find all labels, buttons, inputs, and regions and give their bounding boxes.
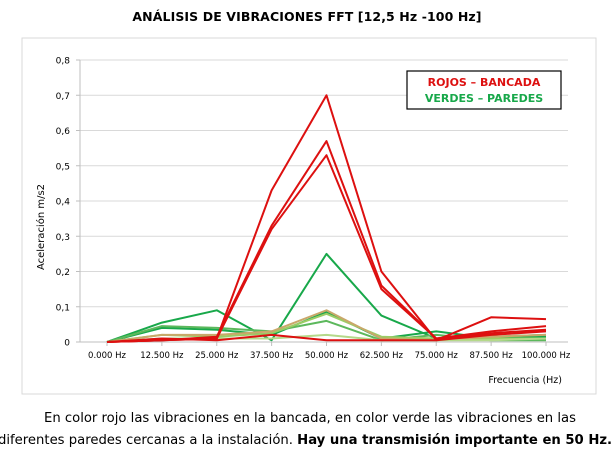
legend: ROJOS – BANCADA VERDES – PAREDES	[406, 70, 562, 110]
x-axis-label: Frecuencia (Hz)	[488, 375, 562, 386]
x-tick-label: 12.500 Hz	[140, 351, 184, 361]
y-tick-label: 0,7	[56, 92, 70, 102]
axes: 0 0,1 0,2 0,3 0,4 0,5 0,6 0,7 0,8 0.000 Hz 12.500 …	[56, 57, 571, 362]
caption-line-2-bold: Hay una transmisión importante en 50 Hz.	[297, 433, 613, 448]
caption-line-2: diferentes paredes cercanas a la instala…	[0, 430, 614, 452]
caption-line-1: En color rojo las vibraciones en la banc…	[44, 411, 576, 426]
y-tick-label: 0,3	[56, 233, 70, 243]
y-axis-label: Aceleración m/s2	[35, 184, 47, 270]
x-tick-label: 75.000 Hz	[415, 351, 459, 361]
legend-box	[406, 70, 562, 110]
y-tick-label: 0,6	[56, 127, 71, 137]
legend-entry-green: VERDES – PAREDES	[425, 92, 543, 105]
series-line-tan	[106, 309, 547, 343]
chart-area-border	[21, 37, 597, 395]
series-lines	[106, 94, 547, 343]
y-tick-label: 0,4	[56, 198, 71, 208]
y-tick-label: 0,8	[56, 57, 71, 67]
x-tick-label: 0.000 Hz	[88, 351, 126, 361]
y-tick-label: 0,5	[56, 162, 70, 172]
series-line-red	[106, 330, 547, 343]
series-line-red	[106, 94, 547, 343]
x-tick-label: 37.500 Hz	[250, 351, 294, 361]
chart-title: ANÁLISIS DE VIBRACIONES FFT [12,5 Hz -10…	[132, 9, 482, 24]
legend-entry-red: ROJOS – BANCADA	[428, 76, 541, 89]
y-tick-label: 0	[64, 339, 70, 349]
x-tick-label: 87.500 Hz	[469, 351, 513, 361]
x-tick-label: 25.000 Hz	[195, 351, 239, 361]
x-tick-label: 50.000 Hz	[305, 351, 349, 361]
x-tick-label: 100.000 Hz	[522, 351, 571, 361]
caption-line-2-normal: diferentes paredes cercanas a la instala…	[0, 433, 293, 448]
y-tick-label: 0,2	[56, 268, 70, 278]
vibration-fft-chart: 0 0,1 0,2 0,3 0,4 0,5 0,6 0,7 0,8 0.000 Hz 12.500 …	[21, 37, 597, 395]
caption: En color rojo las vibraciones en la banc…	[0, 408, 614, 452]
x-tick-label: 62.500 Hz	[360, 351, 404, 361]
y-tick-label: 0,1	[56, 303, 70, 313]
